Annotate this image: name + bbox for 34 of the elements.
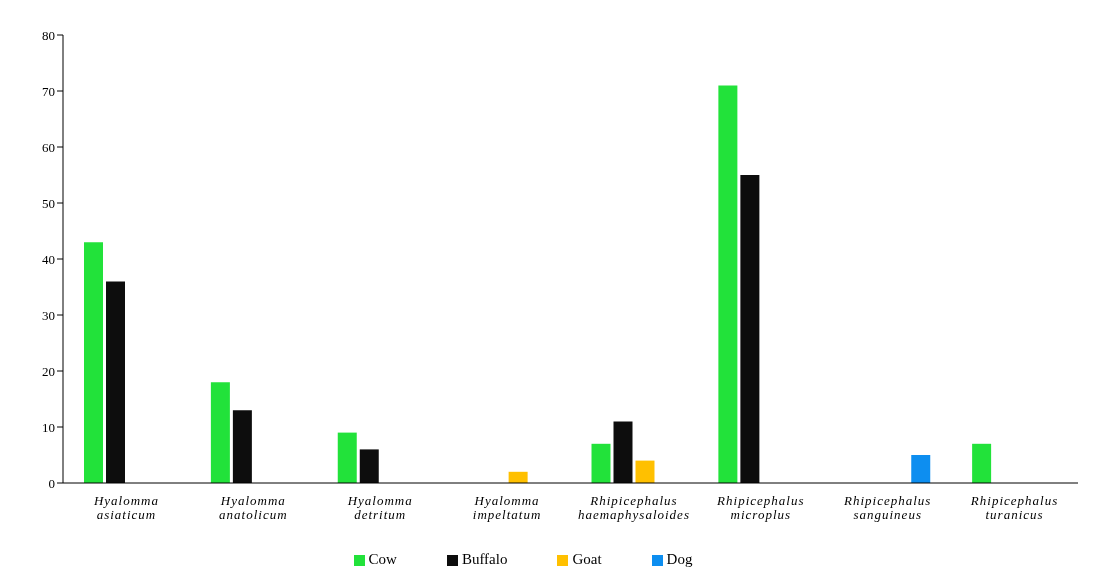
x-tick-label: Hyalomma detritum [346,493,413,522]
y-tick-label: 60 [42,139,55,155]
bar [337,432,357,483]
y-tick-label: 40 [42,251,55,267]
legend-label: Buffalo [461,551,508,567]
x-tick-label: Rhipicephalus turanicus [969,493,1059,522]
x-tick-label: Rhipicephalus sanguineus [842,493,932,522]
x-tick-label: Hyalomma asiaticum [92,493,159,522]
bar [84,242,103,483]
x-tick-label: Rhipicephalus microplus [716,493,805,522]
y-tick-label: 30 [42,307,55,323]
y-tick-label: 50 [42,195,55,211]
bar [359,449,379,483]
bar [106,281,125,483]
bar [740,175,760,483]
bar [911,455,931,483]
bar [232,410,252,483]
bar [591,443,611,483]
bar [718,85,738,483]
x-tick-label: Hyalomma impeltatum [472,493,542,522]
legend-label: Cow [368,551,397,567]
x-tick-label: Rhipicephalus haemaphysaloides [577,493,690,522]
y-tick-label: 20 [42,363,55,379]
bar [972,443,992,483]
y-tick-label: 10 [42,419,55,435]
y-tick-label: 0 [48,475,55,491]
bar [613,421,633,483]
bar [210,382,230,483]
legend-label: Goat [572,551,602,567]
y-tick-label: 80 [42,27,55,43]
bar [635,460,655,483]
y-tick-label: 70 [42,83,55,99]
legend-label: Dog [666,551,693,567]
x-tick-label: Hyalomma anatolicum [219,493,288,522]
